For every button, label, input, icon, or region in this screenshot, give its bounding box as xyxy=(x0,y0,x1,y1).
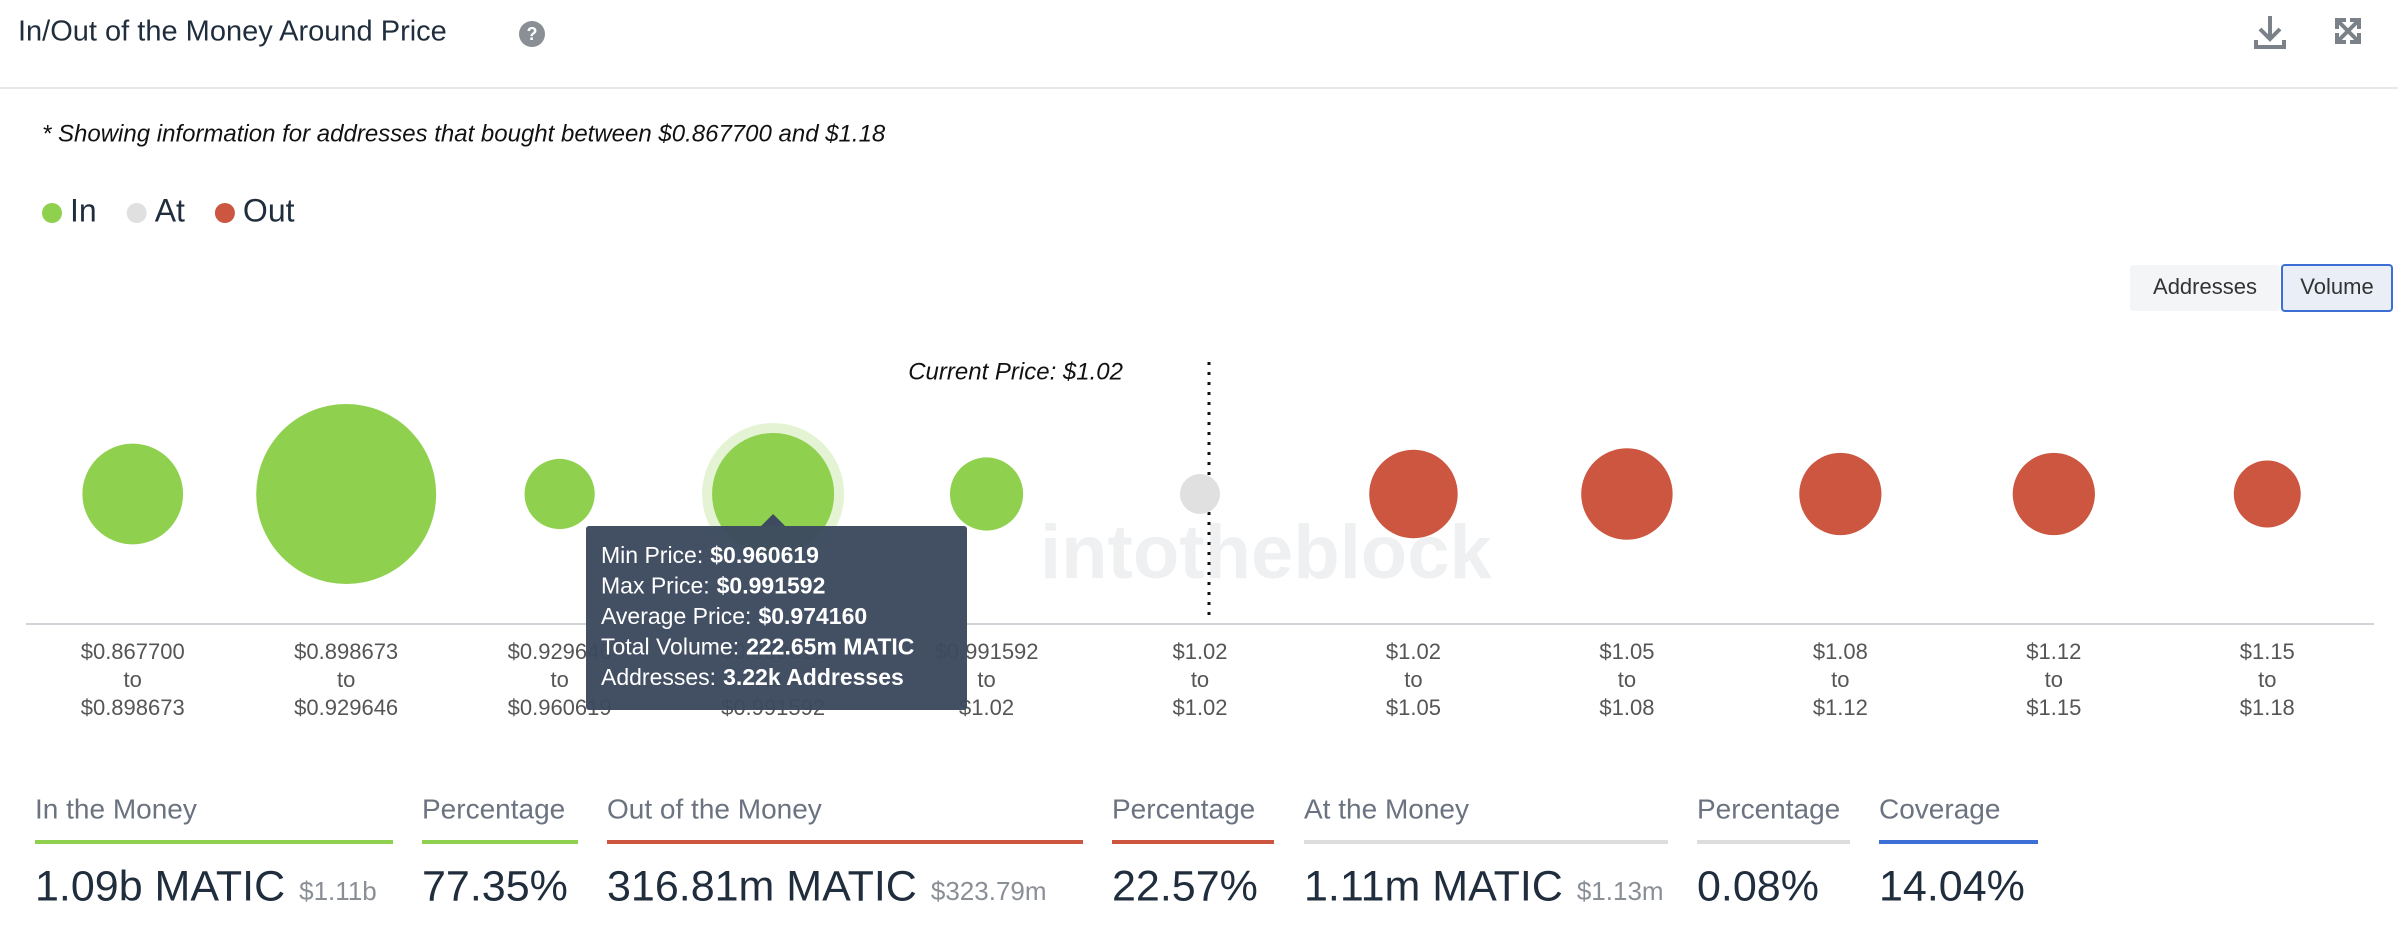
x-tick-label: $1.05 xyxy=(1599,639,1654,664)
download-icon[interactable] xyxy=(2254,16,2286,49)
x-tick-label: $1.18 xyxy=(2240,695,2295,720)
summary-value: 14.04% xyxy=(1879,862,2025,910)
summary-label: Percentage xyxy=(422,793,565,824)
x-tick-label: $0.867700 xyxy=(81,639,185,664)
tooltip-value: $0.974160 xyxy=(758,603,867,629)
x-tick-label: $1.02 xyxy=(959,695,1014,720)
summary-sub: $1.13m xyxy=(1577,876,1664,906)
bubble[interactable] xyxy=(2012,452,2095,536)
summary-value: 1.11m MATIC xyxy=(1304,862,1563,910)
tooltip-value: 222.65m MATIC xyxy=(746,634,914,660)
toggle-button[interactable]: Addresses xyxy=(2130,265,2280,311)
expand-icon[interactable] xyxy=(2335,18,2361,44)
tooltip-label: Min Price: xyxy=(601,542,703,568)
toggle-button[interactable]: Volume xyxy=(2281,264,2393,312)
x-tick-label: $0.898673 xyxy=(81,695,185,720)
x-tick-label: to xyxy=(124,667,142,692)
summary-label: Coverage xyxy=(1879,793,2000,824)
x-tick-label: $1.02 xyxy=(1172,639,1227,664)
legend-label: At xyxy=(155,192,185,228)
bubble[interactable] xyxy=(2233,460,2301,528)
x-tick-label: to xyxy=(1618,667,1636,692)
x-tick-label: $1.08 xyxy=(1813,639,1868,664)
title: In/Out of the Money Around Price xyxy=(18,16,447,48)
toggle-bg xyxy=(2281,264,2393,312)
summary-label: Percentage xyxy=(1697,793,1840,824)
help-icon[interactable]: ? xyxy=(519,21,545,47)
toggle-label: Volume xyxy=(2300,274,2373,299)
x-tick-label: $1.02 xyxy=(1386,639,1441,664)
svg-text:?: ? xyxy=(527,24,538,44)
x-tick-label: to xyxy=(550,667,568,692)
tooltip-value: $0.991592 xyxy=(717,573,826,599)
tooltip-label: Average Price: xyxy=(601,603,751,629)
bubble[interactable] xyxy=(1369,449,1458,539)
legend-marker xyxy=(214,203,235,223)
tooltip-label: Max Price: xyxy=(601,573,710,599)
bubble[interactable] xyxy=(712,432,835,556)
bubble[interactable] xyxy=(82,443,184,545)
x-tick-label: to xyxy=(1831,667,1849,692)
legend-label: In xyxy=(70,192,97,228)
x-tick-label: to xyxy=(977,667,995,692)
summary-value: 77.35% xyxy=(422,862,568,910)
bubble[interactable] xyxy=(256,404,437,584)
toggle-bg xyxy=(2130,265,2280,311)
tooltip-label: Addresses: xyxy=(601,664,716,690)
x-tick-label: to xyxy=(1191,667,1209,692)
bubble[interactable] xyxy=(1180,474,1220,514)
bubble[interactable] xyxy=(1581,448,1673,540)
x-tick-label: $1.15 xyxy=(2026,695,2081,720)
x-tick-label: $1.15 xyxy=(2240,639,2295,664)
bubble[interactable] xyxy=(949,457,1024,531)
x-tick-label: $1.12 xyxy=(2026,639,2081,664)
legend-label: Out xyxy=(243,192,295,228)
x-tick-label: $1.02 xyxy=(1172,695,1227,720)
tooltip-arrow xyxy=(761,514,786,526)
summary-value: 0.08% xyxy=(1697,862,1819,910)
summary-label: Percentage xyxy=(1112,793,1255,824)
bubble[interactable] xyxy=(1799,452,1882,536)
tooltip-label: Total Volume: xyxy=(601,634,739,660)
legend-marker xyxy=(126,203,147,223)
toggle-label: Addresses xyxy=(2153,274,2257,299)
tooltip-box xyxy=(586,526,967,710)
tooltip-value: $0.960619 xyxy=(710,542,819,568)
summary-label: Out of the Money xyxy=(607,793,822,824)
x-tick-label: $0.929646 xyxy=(294,695,398,720)
bubble[interactable] xyxy=(524,458,595,530)
current-price-label: Current Price: $1.02 xyxy=(908,358,1123,385)
x-tick-label: $1.12 xyxy=(1813,695,1868,720)
legend-marker xyxy=(42,203,62,223)
note: * Showing information for addresses that… xyxy=(42,120,886,147)
x-tick-label: to xyxy=(337,667,355,692)
x-tick-label: $1.05 xyxy=(1386,695,1441,720)
x-tick-label: to xyxy=(2045,667,2063,692)
x-tick-label: $1.08 xyxy=(1599,695,1654,720)
summary-sub: $1.11b xyxy=(299,876,377,906)
summary-label: At the Money xyxy=(1304,793,1469,824)
summary-value: 1.09b MATIC xyxy=(35,862,285,910)
x-tick-label: to xyxy=(2258,667,2276,692)
summary-value: 316.81m MATIC xyxy=(607,862,917,910)
summary-value: 22.57% xyxy=(1112,862,1258,910)
summary-label: In the Money xyxy=(35,793,197,824)
tooltip-value: 3.22k Addresses xyxy=(723,664,904,690)
summary-sub: $323.79m xyxy=(931,876,1047,906)
x-tick-label: $0.898673 xyxy=(294,639,398,664)
x-tick-label: to xyxy=(1404,667,1422,692)
